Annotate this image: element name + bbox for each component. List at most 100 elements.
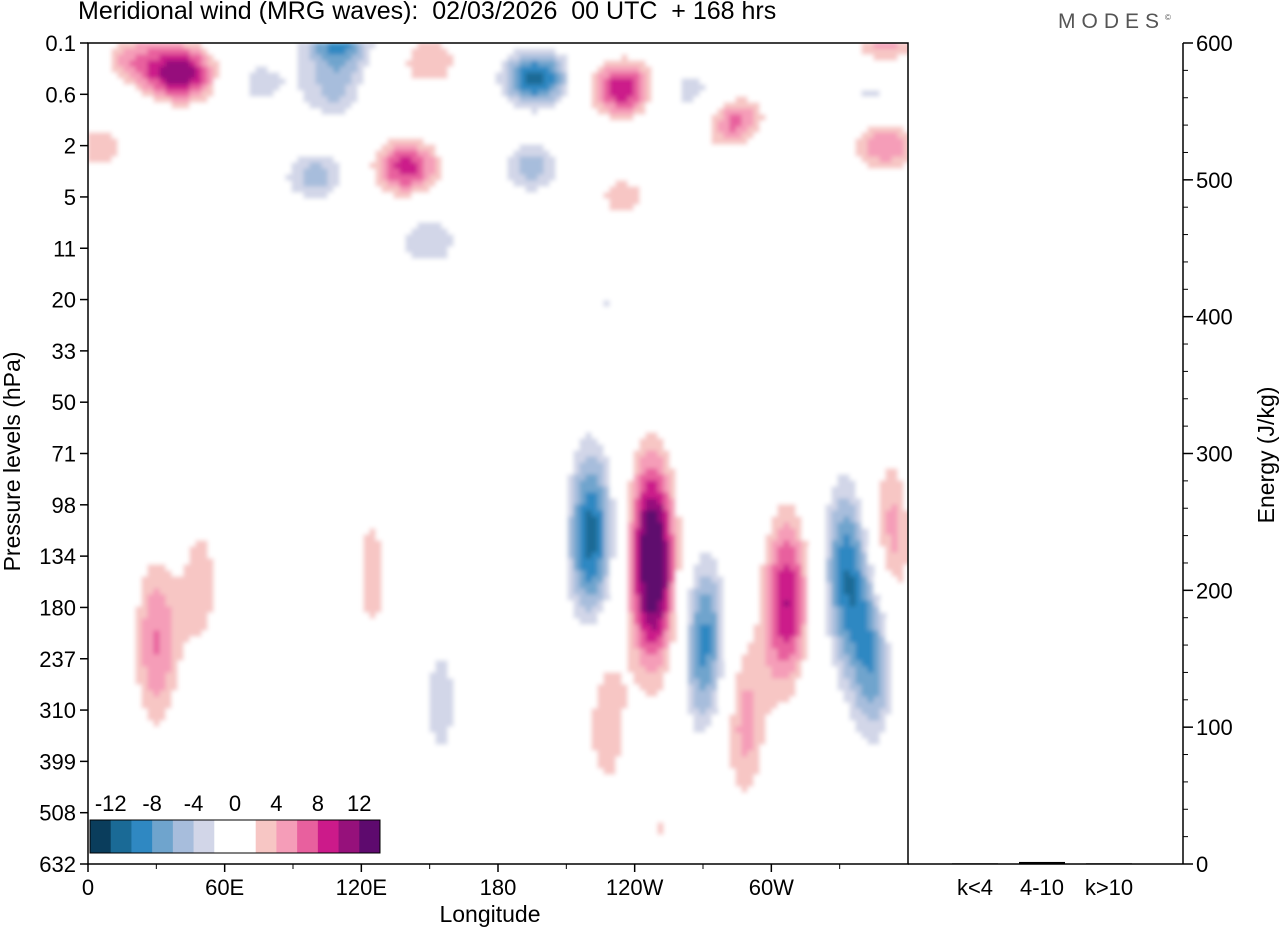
contour-cell bbox=[639, 564, 665, 572]
contour-cell bbox=[759, 540, 767, 548]
contour-cell bbox=[687, 594, 695, 602]
contour-cell bbox=[675, 492, 683, 500]
contour-cell bbox=[345, 48, 359, 56]
contour-cell bbox=[285, 174, 305, 182]
contour-cell bbox=[765, 564, 773, 572]
contour-cell bbox=[363, 534, 377, 542]
contour-cell bbox=[873, 60, 908, 68]
contour-cell bbox=[639, 834, 683, 842]
contour-cell bbox=[687, 666, 695, 674]
contour-cell bbox=[477, 648, 515, 656]
contour-cell bbox=[777, 546, 797, 554]
contour-cell bbox=[663, 516, 671, 524]
contour-cell bbox=[591, 726, 623, 734]
contour-cell bbox=[723, 774, 737, 782]
contour-cell bbox=[189, 78, 203, 86]
contour-cell bbox=[675, 570, 683, 578]
contour-cell bbox=[627, 684, 641, 692]
contour-cell bbox=[129, 690, 143, 698]
contour-cell bbox=[627, 450, 635, 458]
contour-cell bbox=[387, 198, 419, 206]
contour-cell bbox=[717, 654, 725, 662]
contour-cell bbox=[717, 120, 731, 128]
contour-cell bbox=[519, 78, 527, 86]
contour-cell bbox=[453, 720, 467, 728]
contour-cell bbox=[183, 516, 221, 524]
contour-cell bbox=[873, 606, 881, 614]
contour-cell bbox=[669, 486, 677, 494]
contour-cell bbox=[423, 642, 461, 650]
contour-cell bbox=[855, 558, 863, 566]
contour-cell bbox=[741, 714, 755, 722]
contour-cell bbox=[819, 498, 833, 506]
contour-cell bbox=[591, 606, 605, 614]
contour-cell bbox=[837, 678, 851, 686]
contour-cell bbox=[345, 90, 359, 98]
contour-cell bbox=[795, 630, 803, 638]
contour-cell bbox=[585, 72, 593, 80]
contour-cell bbox=[585, 90, 593, 98]
contour-cell bbox=[717, 570, 731, 578]
contour-cell bbox=[561, 492, 569, 500]
contour-cell bbox=[555, 174, 569, 182]
contour-cell bbox=[291, 636, 317, 644]
contour-cell bbox=[759, 756, 773, 764]
contour-cell bbox=[291, 618, 317, 626]
contour-cell bbox=[867, 600, 875, 608]
contour-cell bbox=[585, 474, 599, 482]
contour-cell bbox=[759, 534, 767, 542]
contour-cell bbox=[561, 474, 569, 482]
contour-cell bbox=[669, 612, 677, 620]
contour-cell bbox=[453, 234, 467, 242]
contour-cell bbox=[309, 162, 323, 170]
contour-cell bbox=[777, 624, 797, 632]
contour-cell bbox=[567, 72, 575, 80]
contour-cell bbox=[441, 156, 455, 164]
contour-cell bbox=[507, 192, 557, 200]
contour-cell bbox=[123, 78, 137, 86]
contour-cell bbox=[651, 78, 659, 86]
contour-cell bbox=[609, 168, 641, 176]
contour-cell bbox=[633, 426, 671, 434]
contour-cell bbox=[429, 174, 443, 182]
contour-cell bbox=[351, 570, 365, 578]
contour-cell bbox=[357, 636, 389, 644]
contour-cell bbox=[675, 552, 683, 560]
contour-cell bbox=[771, 600, 779, 608]
contour-cell bbox=[645, 108, 653, 116]
colorbar-swatch bbox=[172, 820, 195, 853]
contour-cell bbox=[207, 552, 227, 560]
contour-cell bbox=[789, 636, 797, 644]
contour-cell bbox=[825, 630, 833, 638]
contour-cell bbox=[597, 438, 611, 446]
contour-cell bbox=[375, 168, 383, 176]
contour-cell bbox=[861, 546, 869, 554]
contour-cell bbox=[669, 540, 677, 548]
contour-cell bbox=[609, 534, 617, 542]
contour-cell bbox=[483, 696, 509, 704]
contour-cell bbox=[873, 660, 881, 668]
contour-cell bbox=[639, 606, 647, 614]
contour-cell bbox=[603, 564, 611, 572]
contour-cell bbox=[639, 558, 665, 566]
contour-cell bbox=[609, 642, 629, 650]
contour-cell bbox=[897, 534, 908, 542]
contour-cell bbox=[789, 672, 803, 680]
contour-cell bbox=[297, 54, 311, 62]
contour-cell bbox=[879, 678, 887, 686]
contour-cell bbox=[579, 288, 635, 296]
contour-cell bbox=[855, 480, 863, 488]
contour-cell bbox=[633, 582, 641, 590]
contour-cell bbox=[429, 726, 449, 734]
contour-cell bbox=[369, 612, 377, 620]
contour-cell bbox=[603, 678, 623, 686]
contour-cell bbox=[591, 192, 605, 200]
contour-cell bbox=[639, 480, 647, 488]
y-tick-label: 0.6 bbox=[45, 82, 76, 107]
contour-cell bbox=[627, 666, 647, 674]
contour-cell bbox=[675, 516, 683, 524]
contour-cell bbox=[399, 43, 419, 50]
contour-cell bbox=[249, 54, 299, 62]
contour-cell bbox=[765, 630, 773, 638]
contour-cell bbox=[627, 702, 671, 710]
